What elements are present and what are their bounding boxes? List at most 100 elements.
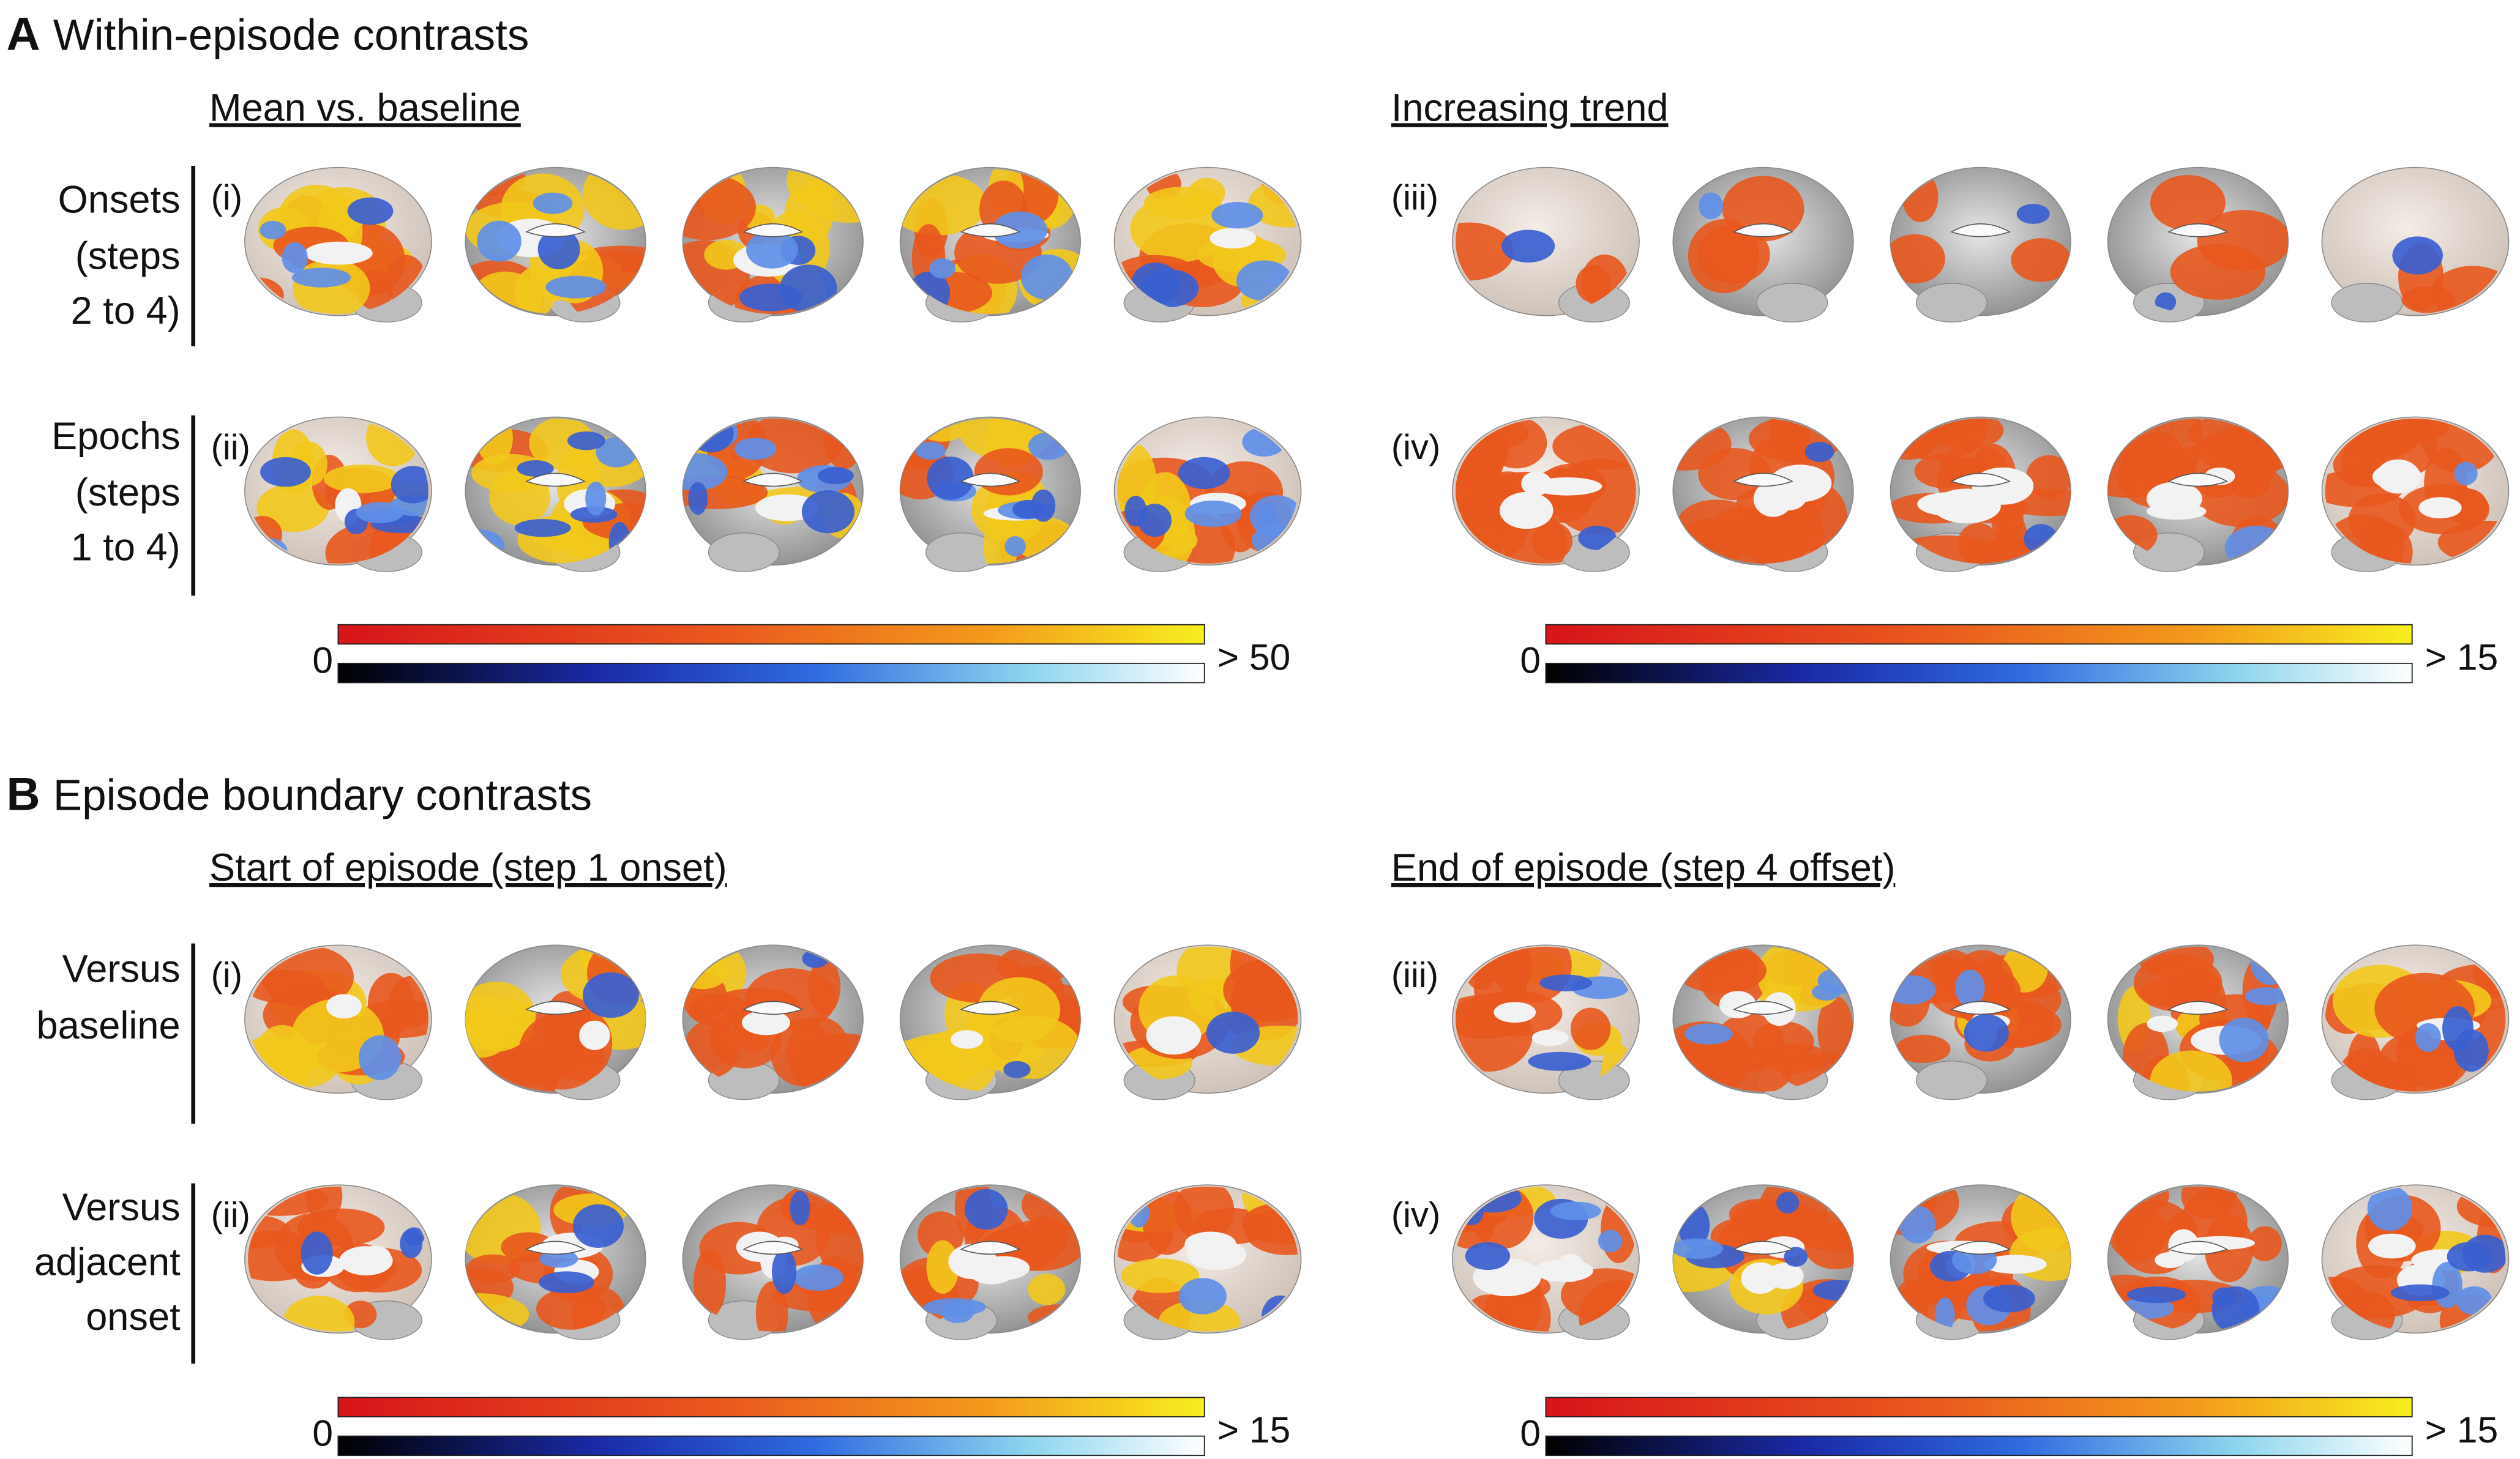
deactivation-blob	[1804, 441, 1834, 462]
blank-region	[2147, 503, 2207, 520]
panel-letter: B	[7, 768, 40, 820]
activation-blob	[2170, 244, 2266, 300]
deactivation-blob	[1003, 1061, 1031, 1078]
column-heading: End of episode (step 4 offset)	[1391, 846, 1896, 889]
ventricle	[1950, 223, 2011, 237]
ventricle	[960, 223, 1021, 237]
brain-view	[1113, 944, 1302, 1100]
brain-view	[1452, 944, 1640, 1100]
blank-region	[2155, 1252, 2186, 1269]
row-numeral: (iii)	[1391, 178, 1438, 217]
row-numeral: (iii)	[1391, 956, 1438, 995]
deactivation-blob	[2390, 1284, 2450, 1302]
blank-region	[1533, 1259, 1593, 1282]
deactivation-blob	[1206, 1012, 1260, 1054]
deactivation-blob	[2367, 1186, 2413, 1231]
deactivation-blob	[1812, 1280, 1853, 1301]
activation-blob	[1486, 419, 1547, 469]
brain-view	[244, 1184, 432, 1340]
brain-view	[899, 166, 1081, 323]
deactivation-blob	[739, 283, 803, 312]
deactivation-blob	[545, 275, 607, 299]
brain-view	[2321, 944, 2510, 1100]
activation-blob	[1890, 234, 1945, 284]
activation-blob	[1552, 422, 1636, 470]
activation-blob	[582, 169, 646, 230]
colorbar-warm	[337, 1397, 1205, 1417]
blank-region	[326, 994, 362, 1019]
deactivation-blob	[1178, 457, 1230, 489]
ventricle	[2167, 223, 2229, 237]
activation-blob	[974, 448, 1043, 496]
ventricle	[1733, 223, 1793, 237]
deactivation-blob	[927, 457, 974, 500]
activation-blob	[1761, 1043, 1828, 1073]
deactivation-blob	[2126, 1286, 2186, 1304]
activation-blob	[2150, 1050, 2232, 1092]
colorbar-max: > 15	[1217, 1409, 1290, 1450]
blank-region	[2418, 497, 2462, 519]
deactivation-blob	[964, 1188, 1008, 1230]
deactivation-blob	[1890, 975, 1936, 1005]
activation-blob	[1130, 195, 1227, 263]
cerebellum	[708, 532, 780, 572]
activation-blob	[2128, 1186, 2169, 1211]
activation	[248, 1186, 425, 1332]
cerebellum	[1756, 283, 1828, 323]
deactivation-blob	[1178, 1278, 1227, 1315]
brain-view	[1890, 416, 2071, 572]
colorbar-cool	[337, 1435, 1205, 1457]
activation-blob	[2420, 419, 2502, 473]
blank-region	[1146, 1016, 1202, 1055]
blank-region	[1932, 488, 2001, 524]
activation-blob	[1721, 517, 1804, 558]
deactivation-blob	[537, 228, 580, 270]
row-numeral: (iv)	[1391, 1196, 1440, 1235]
ventricle	[1733, 472, 1793, 487]
column-heading: Mean vs. baseline	[209, 86, 521, 129]
deactivation-blob	[682, 453, 728, 491]
ventricle	[2167, 472, 2229, 487]
deactivation-blob	[688, 482, 708, 515]
row-numeral: (i)	[211, 178, 242, 217]
activation	[1688, 176, 1804, 294]
deactivation-blob	[1004, 536, 1026, 557]
brain-view	[465, 166, 646, 323]
deactivation-blob	[260, 220, 286, 240]
ventricle	[742, 1001, 804, 1015]
cerebellum	[2331, 283, 2403, 323]
activation-blob	[1697, 225, 1770, 284]
activation-blob	[984, 509, 1018, 564]
deactivation-blob	[1935, 1297, 1955, 1332]
deactivation-blob	[1817, 968, 1853, 994]
activation-blob	[900, 173, 987, 236]
ventricle	[960, 1241, 1021, 1255]
activation-blob	[256, 483, 329, 532]
activation-blob	[1570, 1007, 1611, 1050]
activation-blob	[684, 1020, 740, 1078]
activation-blob	[1482, 1280, 1551, 1332]
deactivation-blob	[1550, 1201, 1601, 1221]
activation-blob	[1896, 1034, 1951, 1063]
deactivation-blob	[1684, 1023, 1733, 1045]
blank-region	[579, 1020, 610, 1050]
activation-blob	[1698, 448, 1771, 501]
row-label: adjacent	[34, 1241, 181, 1284]
deactivation-blob	[585, 481, 607, 516]
brain-view	[1113, 166, 1302, 323]
activation-blob	[682, 174, 757, 241]
deactivation-blob	[735, 438, 777, 460]
brain-view	[1890, 166, 2071, 323]
deactivation-blob	[1124, 496, 1147, 527]
brain-view	[1672, 166, 1854, 323]
deactivation-blob	[291, 267, 351, 288]
column-heading: Increasing trend	[1391, 86, 1669, 129]
deactivation-blob	[915, 442, 946, 460]
blank-region	[359, 1245, 391, 1269]
blank-region	[2368, 1233, 2416, 1259]
brain-view	[2321, 1184, 2510, 1340]
colorbar-warm	[1545, 1397, 2413, 1417]
ventricle	[960, 472, 1021, 487]
ventricle	[742, 1241, 804, 1255]
row-label: baseline	[36, 1004, 180, 1047]
